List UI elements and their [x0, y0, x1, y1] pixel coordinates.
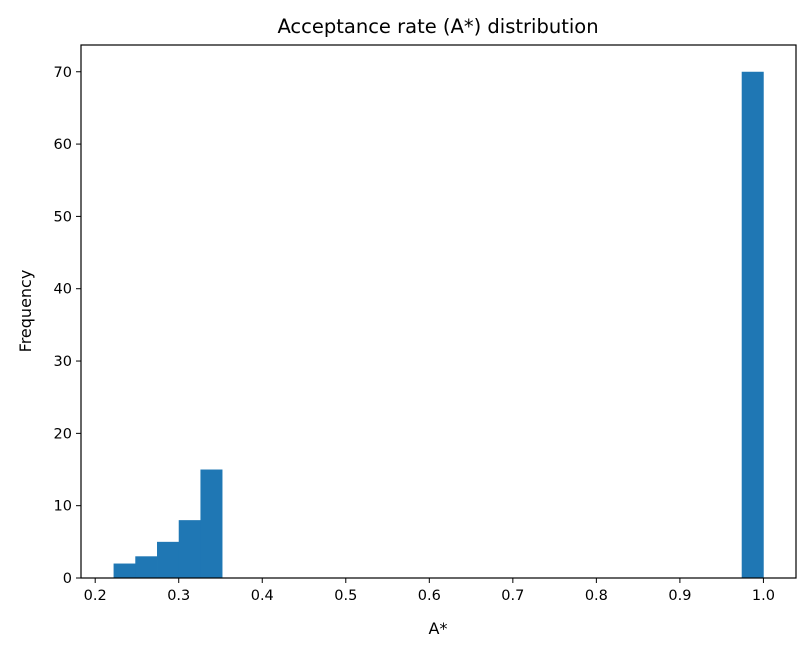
- y-tick-label: 0: [63, 571, 72, 587]
- x-tick-label: 0.4: [251, 588, 274, 604]
- histogram-bar: [113, 563, 136, 578]
- histogram-bar: [135, 556, 158, 578]
- y-tick-label: 40: [54, 282, 72, 298]
- histogram-bar: [200, 469, 223, 578]
- y-axis-label: Frequency: [16, 270, 35, 353]
- y-tick-label: 50: [54, 209, 72, 225]
- chart-title: Acceptance rate (A*) distribution: [277, 15, 598, 38]
- histogram-bar: [741, 71, 764, 578]
- x-tick-label: 0.5: [334, 588, 357, 604]
- y-tick-label: 20: [54, 426, 72, 442]
- x-axis-label: A*: [429, 619, 448, 638]
- x-tick-label: 0.3: [167, 588, 190, 604]
- y-tick-label: 30: [54, 354, 72, 370]
- y-tick-label: 10: [54, 499, 72, 515]
- x-tick-label: 0.6: [418, 588, 441, 604]
- x-tick-label: 0.7: [501, 588, 524, 604]
- histogram-bar: [178, 520, 201, 578]
- y-tick-label: 70: [54, 65, 72, 81]
- x-tick-label: 0.2: [84, 588, 107, 604]
- axes-frame: [80, 44, 797, 579]
- y-tick-label: 60: [54, 137, 72, 153]
- x-tick-label: 1.0: [752, 588, 775, 604]
- x-tick-label: 0.8: [585, 588, 608, 604]
- histogram-bar: [157, 541, 180, 578]
- x-tick-label: 0.9: [668, 588, 691, 604]
